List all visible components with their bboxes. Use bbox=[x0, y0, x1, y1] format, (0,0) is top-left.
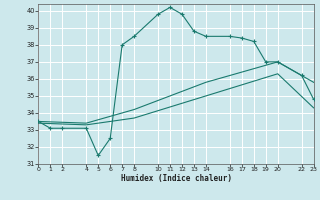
X-axis label: Humidex (Indice chaleur): Humidex (Indice chaleur) bbox=[121, 174, 231, 183]
